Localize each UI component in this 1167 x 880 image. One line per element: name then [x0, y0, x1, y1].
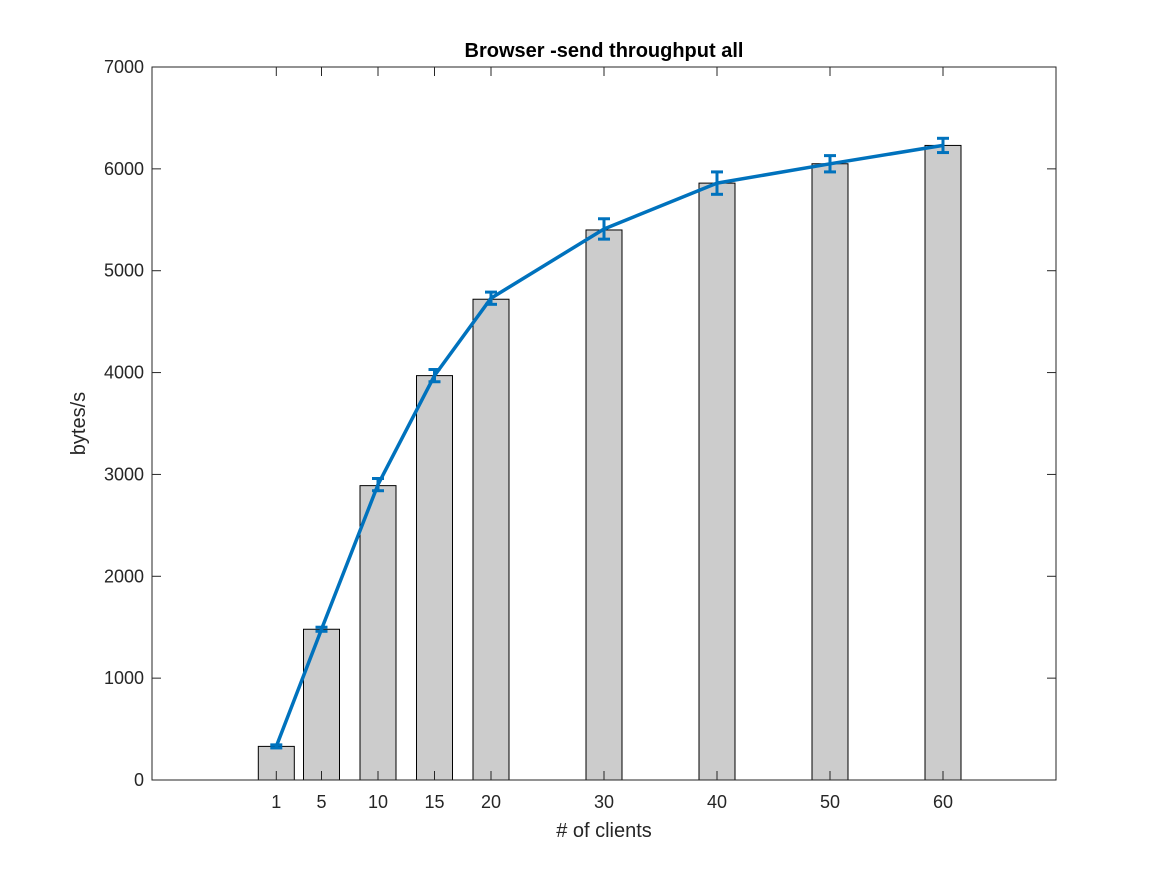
bar-50 — [811, 163, 849, 781]
y-tick-label: 4000 — [104, 363, 144, 383]
bar-15 — [416, 375, 453, 781]
y-axis-label: bytes/s — [68, 392, 90, 455]
error-bar-50 — [824, 154, 836, 174]
y-tick-label: 0 — [134, 770, 144, 790]
y-tick-label: 6000 — [104, 159, 144, 179]
x-tick-label: 20 — [481, 792, 501, 812]
bar-40 — [698, 182, 736, 781]
bar-5 — [303, 628, 340, 781]
y-tick-label: 3000 — [104, 464, 144, 484]
y-tick-label: 2000 — [104, 566, 144, 586]
chart-title: Browser -send throughput all — [465, 40, 744, 62]
error-bar-5 — [315, 625, 328, 633]
bar-60 — [924, 144, 962, 781]
bar-20 — [472, 298, 510, 781]
error-bar-15 — [428, 368, 441, 384]
x-tick-label: 1 — [271, 792, 281, 812]
error-bar-1 — [270, 743, 283, 750]
line-series — [270, 136, 949, 750]
error-bar-30 — [598, 217, 610, 241]
error-bar-10 — [372, 477, 384, 493]
y-tick-label: 1000 — [104, 668, 144, 688]
bar-10 — [359, 485, 397, 781]
error-bar-20 — [485, 290, 497, 306]
y-tick-label: 7000 — [104, 57, 144, 77]
x-tick-label: 10 — [368, 792, 388, 812]
bar-series — [257, 144, 962, 781]
error-bar-40 — [711, 170, 723, 196]
x-tick-label: 15 — [424, 792, 444, 812]
x-tick-label: 40 — [707, 792, 727, 812]
error-bar-60 — [937, 136, 949, 155]
x-tick-label: 5 — [316, 792, 326, 812]
x-tick-label: 30 — [594, 792, 614, 812]
x-tick-label: 60 — [933, 792, 953, 812]
y-tick-label: 5000 — [104, 261, 144, 281]
x-tick-label: 50 — [820, 792, 840, 812]
x-axis-label: # of clients — [556, 820, 652, 842]
bar-30 — [585, 229, 623, 781]
